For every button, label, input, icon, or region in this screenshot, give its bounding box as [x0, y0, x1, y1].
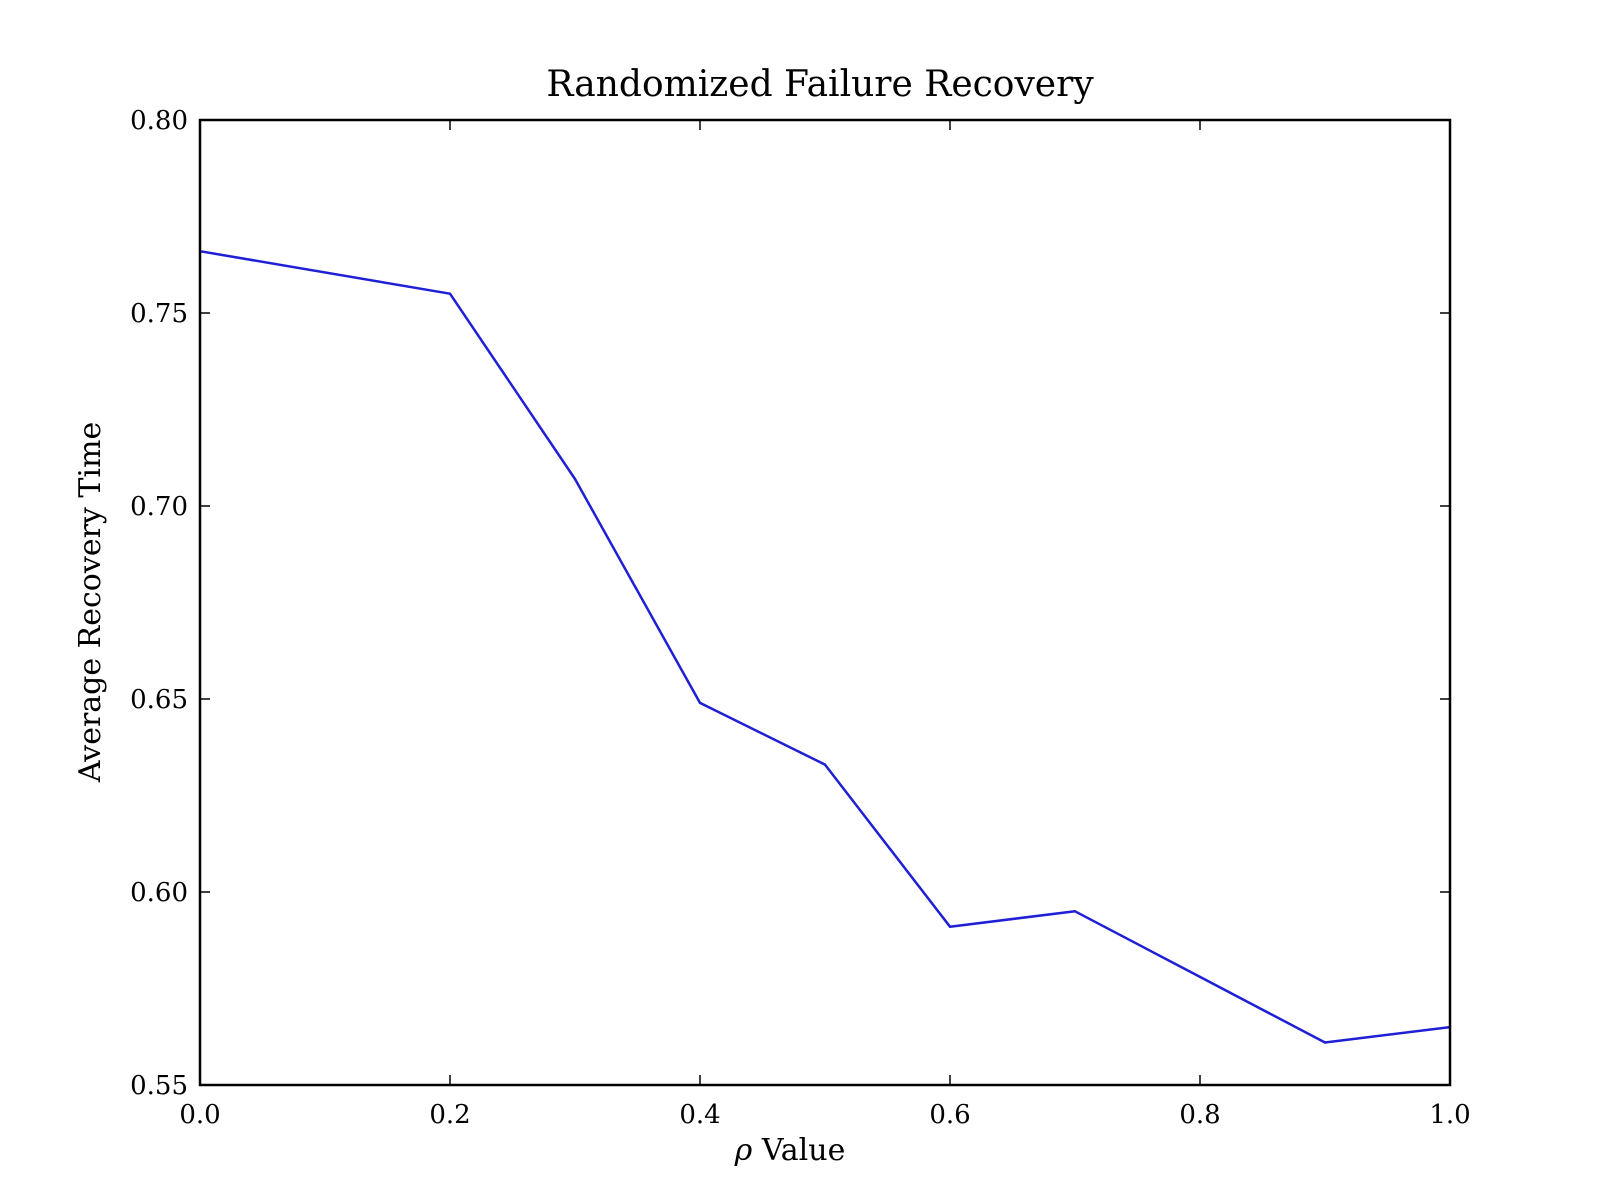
x-tick-label: 0.0 — [179, 1100, 220, 1130]
data-point — [1323, 1041, 1327, 1044]
y-tick-label: 0.60 — [130, 878, 188, 908]
data-point — [1073, 910, 1077, 913]
x-tick-label: 0.4 — [679, 1100, 720, 1130]
data-point — [948, 925, 952, 928]
x-axis-label: ρ Value — [734, 1133, 846, 1168]
data-point — [823, 763, 827, 766]
y-axis-ticks: 0.55 0.60 0.65 0.70 0.75 0.80 — [130, 106, 1450, 1101]
data-point — [448, 292, 452, 295]
x-axis-ticks: 0.0 0.2 0.4 0.6 0.8 1.0 — [179, 120, 1471, 1130]
x-tick-label: 0.6 — [929, 1100, 970, 1130]
y-tick-label: 0.55 — [130, 1071, 188, 1101]
plot-frame — [198, 118, 1452, 1087]
x-tick-label: 0.2 — [429, 1100, 470, 1130]
y-tick-label: 0.75 — [130, 299, 188, 329]
data-point — [698, 701, 702, 705]
series-line — [199, 249, 1451, 1044]
x-tick-label: 0.8 — [1179, 1100, 1220, 1130]
x-axis-label-symbol: ρ — [734, 1133, 753, 1168]
chart-title: Randomized Failure Recovery — [546, 64, 1094, 105]
y-tick-label: 0.65 — [130, 685, 188, 715]
data-point — [1198, 975, 1202, 979]
data-point — [573, 477, 577, 481]
y-tick-label: 0.80 — [130, 106, 188, 136]
x-tick-label: 1.0 — [1429, 1100, 1470, 1130]
x-axis-label-text: Value — [761, 1133, 845, 1168]
y-axis-label: Average Recovery Time — [73, 422, 108, 783]
y-tick-label: 0.70 — [130, 492, 188, 522]
series-layer — [198, 249, 1452, 1044]
